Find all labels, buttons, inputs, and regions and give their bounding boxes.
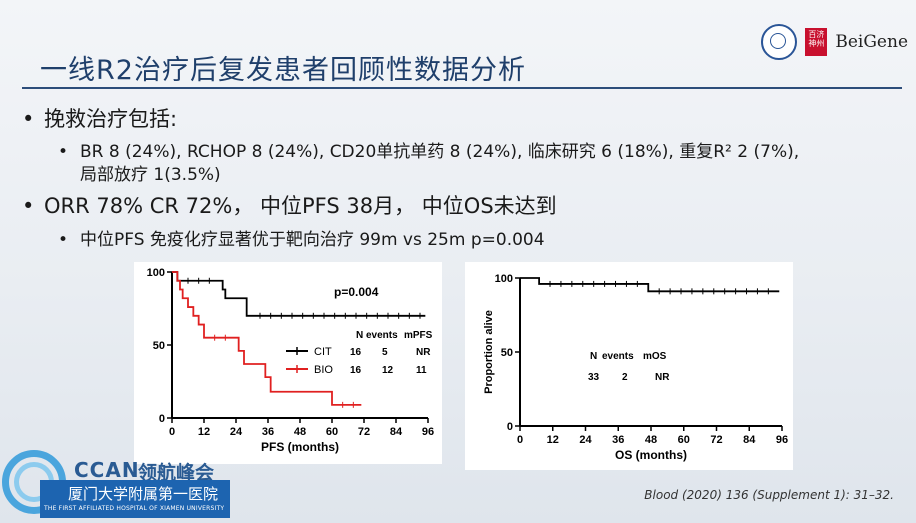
series-line-cit [172,271,426,317]
table-cell-n: 16 [350,347,362,358]
table-cell-events: 12 [382,365,394,376]
x-tick-label: 48 [645,434,657,446]
bullet-text: ORR 78% CR 72%， 中位PFS 38月， 中位OS未达到 [44,194,557,218]
x-tick-label: 24 [230,426,243,438]
bullet-pfs-compare: • 中位PFS 免疫化疗显著优于靶向治疗 99m vs 25m p=0.004 [58,230,545,250]
table-header: mPFS [404,330,433,341]
x-tick-label: 72 [358,426,370,438]
table-header: N [356,330,363,341]
x-axis-label: PFS (months) [261,440,339,454]
bullet-text: 挽救治疗包括: [44,107,178,131]
table-cell: NR [655,372,670,383]
bullet-text: BR 8 (24%), RCHOP 8 (24%), CD20单抗单药 8 (2… [80,142,800,162]
ccan-text: CCAN [74,458,140,482]
table-cell-median: NR [416,347,431,358]
slide-title: 一线R2治疗后复发患者回顾性数据分析 [40,55,526,86]
x-tick-label: 0 [169,426,175,438]
legend-label: CIT [314,346,332,358]
x-tick-label: 96 [776,434,788,446]
table-header: mOS [643,351,667,362]
hospital-badge: 厦门大学附属第一医院 THE FIRST AFFILIATED HOSPITAL… [40,480,230,518]
pfs-chart: 0 50 100 0 12 24 36 48 60 72 84 96 PFS (months) p=0.0… [134,262,442,464]
x-tick-label: 48 [294,426,306,438]
legend-label: BIO [314,364,333,376]
beigene-mark-logo: 百济神州 [805,28,828,56]
header-logos: 百济神州 BeiGene [761,22,908,62]
table-cell: 33 [588,372,600,383]
y-axis-label: Proportion alive [483,310,495,394]
x-axis-label: OS (months) [615,448,687,462]
title-divider [22,87,902,89]
x-tick-label: 72 [710,434,722,446]
table-header: events [366,330,398,341]
x-tick-label: 84 [390,426,403,438]
x-tick-label: 60 [678,434,690,446]
x-tick-label: 36 [612,434,624,446]
series-line-bio [172,271,362,406]
hospital-name-en: THE FIRST AFFILIATED HOSPITAL OF XIAMEN … [44,505,225,512]
bullet-regimens-cont: 局部放疗 1(3.5%) [80,165,221,185]
bullet-salvage: • 挽救治疗包括: [22,107,178,131]
pfs-chart-svg: 0 50 100 0 12 24 36 48 60 72 84 96 PFS (months) p=0.0… [147,267,434,454]
os-chart-svg: 0 50 100 0 12 24 36 48 60 72 84 96 OS (months) Propor… [483,273,788,462]
x-tick-label: 60 [326,426,338,438]
os-chart: 0 50 100 0 12 24 36 48 60 72 84 96 OS (months) Propor… [465,262,793,470]
bullet-text: 中位PFS 免疫化疗显著优于靶向治疗 99m vs 25m p=0.004 [80,230,545,250]
y-tick-label: 0 [159,413,165,425]
table-cell-events: 5 [382,347,388,358]
y-tick-label: 0 [507,421,513,433]
table-header: events [602,351,634,362]
y-tick-label: 100 [147,267,165,279]
table-cell: 2 [622,372,628,383]
beigene-logo-text: BeiGene [835,32,908,52]
x-tick-label: 0 [517,434,523,446]
y-tick-label: 50 [501,347,513,359]
y-tick-label: 100 [495,273,513,285]
citation: Blood (2020) 136 (Supplement 1): 31–32. [644,488,894,502]
x-tick-label: 84 [743,434,756,446]
ccan-cn-text: 领航峰会 [138,462,215,484]
p-value-annotation: p=0.004 [334,285,379,299]
series-line-0 [520,277,780,293]
x-tick-label: 12 [547,434,559,446]
table-header: N [590,351,597,362]
x-tick-label: 12 [198,426,210,438]
hospital-name-cn: 厦门大学附属第一医院 [68,485,219,503]
bullet-orr: • ORR 78% CR 72%， 中位PFS 38月， 中位OS未达到 [22,194,557,218]
y-tick-label: 50 [153,340,165,352]
bullet-regimens: • BR 8 (24%), RCHOP 8 (24%), CD20单抗单药 8 (… [58,142,800,162]
table-cell-median: 11 [416,365,427,376]
x-tick-label: 36 [262,426,274,438]
x-tick-label: 24 [579,434,592,446]
x-tick-label: 96 [422,426,434,438]
xmu-seal-logo [761,24,798,60]
table-cell-n: 16 [350,365,362,376]
